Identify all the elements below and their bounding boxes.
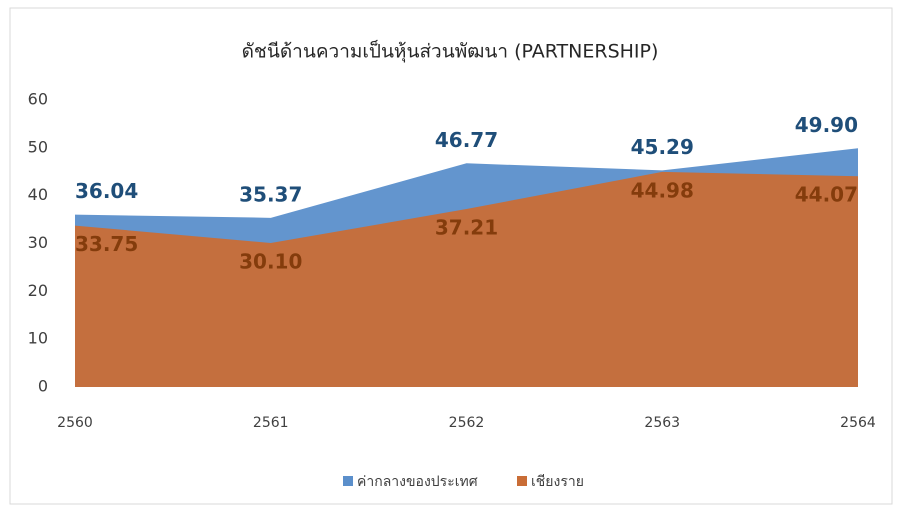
data-label: 35.37 <box>239 182 302 206</box>
data-label: 30.10 <box>239 250 302 274</box>
area <box>75 171 858 387</box>
data-label: 37.21 <box>435 216 498 240</box>
y-tick-label: 40 <box>28 185 48 204</box>
legend-swatch <box>517 476 527 486</box>
x-tick-label: 2560 <box>57 415 93 431</box>
y-tick-label: 30 <box>28 233 48 252</box>
x-tick-label: 2561 <box>253 415 289 431</box>
y-tick-label: 50 <box>28 137 48 156</box>
x-tick-label: 2564 <box>840 415 876 431</box>
x-tick-label: 2563 <box>644 415 680 431</box>
legend-label: ค่ากลางของประเทศ <box>357 474 478 490</box>
y-tick-label: 60 <box>28 90 48 109</box>
data-label: 44.07 <box>795 183 858 207</box>
data-label: 49.90 <box>795 113 858 137</box>
data-label: 36.04 <box>75 179 138 203</box>
legend-label: เชียงราย <box>531 474 584 490</box>
y-tick-label: 0 <box>38 377 48 396</box>
data-label: 45.29 <box>631 135 694 159</box>
x-tick-label: 2562 <box>449 415 485 431</box>
data-label: 33.75 <box>75 232 138 256</box>
chart-title: ดัชนีด้านความเป็นหุ้นส่วนพัฒนา (PARTNERS… <box>242 39 659 64</box>
legend-swatch <box>343 476 353 486</box>
data-label: 46.77 <box>435 128 498 152</box>
data-label: 44.98 <box>631 178 694 202</box>
y-tick-label: 20 <box>28 281 48 300</box>
y-tick-label: 10 <box>28 329 48 348</box>
